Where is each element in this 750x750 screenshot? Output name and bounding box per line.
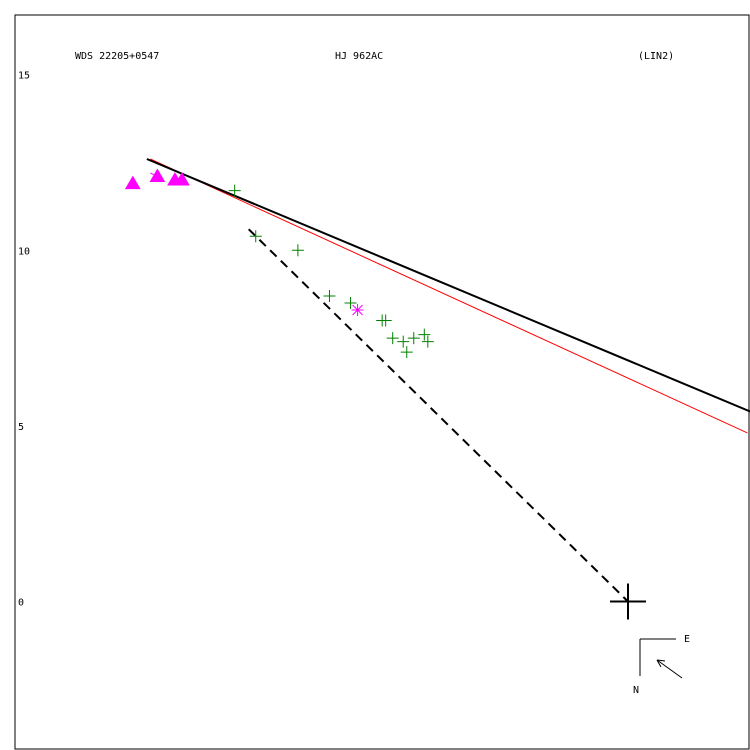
observation-point bbox=[418, 328, 431, 341]
observation-point bbox=[421, 335, 434, 348]
first-epoch-point bbox=[124, 175, 141, 190]
observation-point bbox=[407, 332, 420, 345]
linear-fit-line bbox=[150, 158, 748, 434]
y-tick-label: 5 bbox=[18, 422, 24, 433]
y-tick-label: 15 bbox=[18, 71, 30, 82]
y-tick-label: 10 bbox=[18, 246, 30, 257]
plot-frame bbox=[14, 14, 750, 750]
first-epoch-point bbox=[174, 172, 190, 186]
data-marks bbox=[124, 158, 750, 620]
observation-point bbox=[379, 314, 392, 327]
motion-arrow-head bbox=[656, 659, 666, 668]
header-method: (LIN2) bbox=[638, 51, 674, 62]
y-tick-labels: 0 5 10 15 bbox=[18, 71, 30, 609]
header-wds-id: WDS 22205+0547 bbox=[75, 51, 159, 62]
y-tick-label: 0 bbox=[18, 597, 24, 608]
compass-north-label: N bbox=[633, 685, 639, 696]
projection-line bbox=[248, 228, 629, 603]
observation-point bbox=[228, 184, 241, 197]
first-epoch-point bbox=[149, 168, 166, 183]
observation-point bbox=[323, 289, 336, 302]
observation-point bbox=[397, 335, 410, 348]
observation-point bbox=[344, 296, 357, 309]
orbit-fit-line bbox=[146, 158, 750, 413]
observation-point bbox=[291, 244, 304, 257]
motion-arrow-shaft bbox=[656, 659, 683, 679]
highlight-point bbox=[351, 304, 364, 317]
primary-star-marker bbox=[610, 583, 646, 620]
observation-point bbox=[400, 346, 413, 359]
compass-east-label: E bbox=[684, 634, 690, 645]
header-pair-name: HJ 962AC bbox=[335, 51, 383, 62]
observation-point bbox=[249, 230, 262, 243]
observation-point bbox=[386, 332, 399, 345]
compass: E N bbox=[633, 634, 690, 696]
